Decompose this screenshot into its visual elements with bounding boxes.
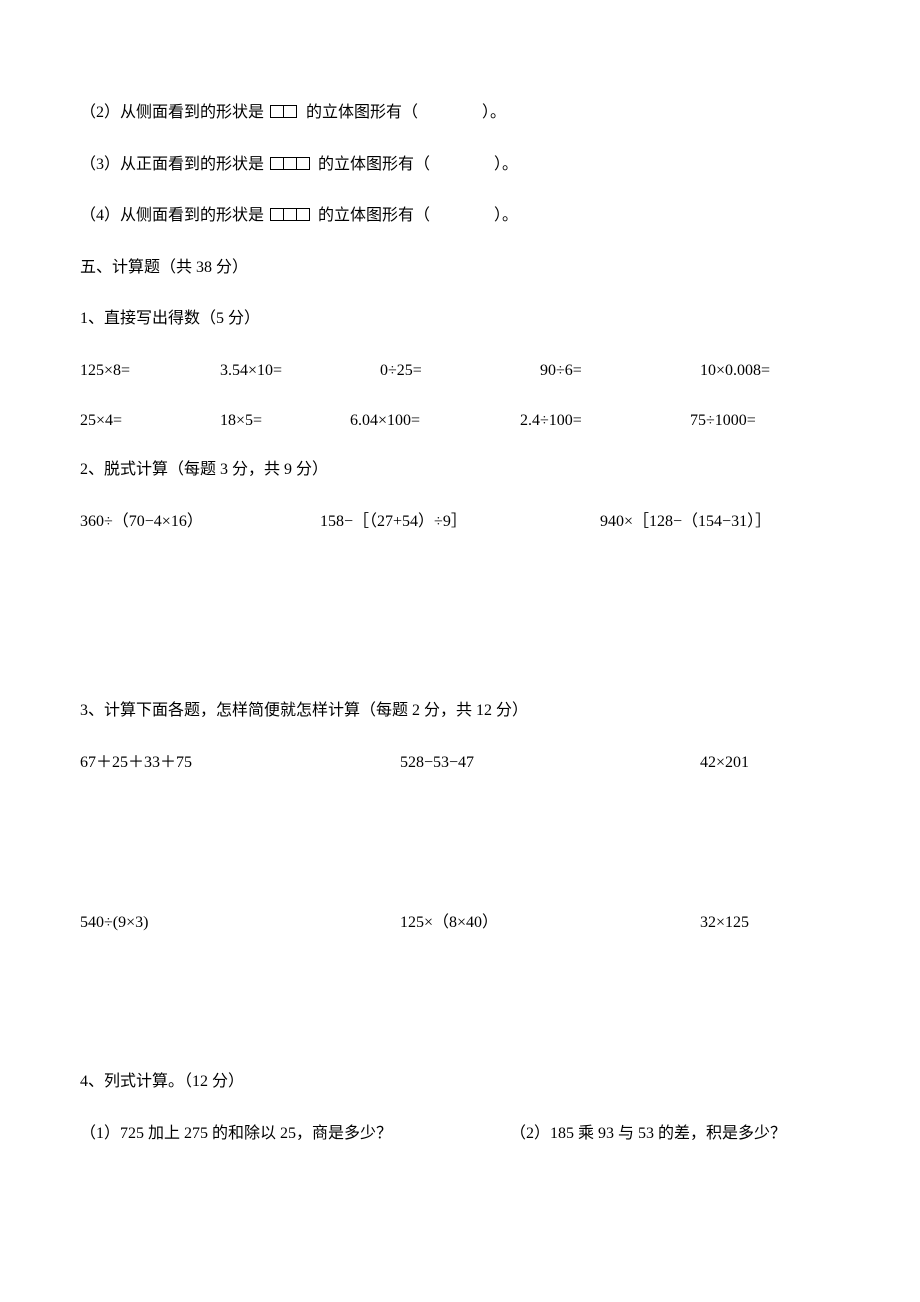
workspace-gap xyxy=(80,959,840,1069)
q3-prefix: （3）从正面看到的形状是 xyxy=(80,156,264,173)
three-squares-icon xyxy=(270,208,312,222)
calc-item: 940×［128−（154−31）］ xyxy=(600,509,840,535)
question-2: （2）从侧面看到的形状是 的立体图形有（ ）。 xyxy=(80,100,840,126)
two-squares-icon xyxy=(270,105,300,119)
q3-suffix: 的立体图形有（ ）。 xyxy=(318,156,518,173)
three-squares-icon xyxy=(270,157,312,171)
calc-item: 25×4= xyxy=(80,408,220,434)
workspace-gap xyxy=(80,1170,840,1230)
problem-3-row2: 540÷(9×3) 125×（8×40） 32×125 xyxy=(80,910,840,936)
calc-item: 18×5= xyxy=(220,408,350,434)
problem-3-row1: 67＋25＋33＋75 528−53−47 42×201 xyxy=(80,750,840,776)
problem-1-row1: 125×8= 3.54×10= 0÷25= 90÷6= 10×0.008= xyxy=(80,358,840,384)
problem-4-row: （1）725 加上 275 的和除以 25，商是多少？ （2）185 乘 93 … xyxy=(80,1121,840,1147)
q4-prefix: （4）从侧面看到的形状是 xyxy=(80,207,264,224)
problem-2-title: 2、脱式计算（每题 3 分，共 9 分） xyxy=(80,457,840,483)
calc-item: 75÷1000= xyxy=(690,408,840,434)
calc-item: 3.54×10= xyxy=(220,358,380,384)
problem-1-title: 1、直接写出得数（5 分） xyxy=(80,306,840,332)
calc-item: 528−53−47 xyxy=(400,750,700,776)
calc-item: 67＋25＋33＋75 xyxy=(80,750,400,776)
calc-item: 540÷(9×3) xyxy=(80,910,400,936)
calc-item: 0÷25= xyxy=(380,358,540,384)
section-5-title: 五、计算题（共 38 分） xyxy=(80,255,840,281)
calc-item: 32×125 xyxy=(700,910,840,936)
question-3: （3）从正面看到的形状是 的立体图形有（ ）。 xyxy=(80,152,840,178)
calc-item: 360÷（70−4×16） xyxy=(80,509,320,535)
calc-item: 2.4÷100= xyxy=(520,408,690,434)
exam-page: （2）从侧面看到的形状是 的立体图形有（ ）。 （3）从正面看到的形状是 的立体… xyxy=(0,0,920,1290)
word-problem: （2）185 乘 93 与 53 的差，积是多少？ xyxy=(510,1121,840,1147)
workspace-gap xyxy=(80,800,840,910)
calc-item: 42×201 xyxy=(700,750,840,776)
q2-prefix: （2）从侧面看到的形状是 xyxy=(80,104,264,121)
calc-item: 6.04×100= xyxy=(350,408,520,434)
q4-suffix: 的立体图形有（ ）。 xyxy=(318,207,518,224)
calc-item: 125×8= xyxy=(80,358,220,384)
word-problem: （1）725 加上 275 的和除以 25，商是多少？ xyxy=(80,1121,510,1147)
calc-item: 125×（8×40） xyxy=(400,910,700,936)
q2-suffix: 的立体图形有（ ）。 xyxy=(306,104,506,121)
workspace-gap xyxy=(80,558,840,698)
problem-1-row2: 25×4= 18×5= 6.04×100= 2.4÷100= 75÷1000= xyxy=(80,408,840,434)
problem-2-row: 360÷（70−4×16） 158−［（27+54）÷9］ 940×［128−（… xyxy=(80,509,840,535)
calc-item: 10×0.008= xyxy=(700,358,840,384)
problem-4-title: 4、列式计算。（12 分） xyxy=(80,1069,840,1095)
calc-item: 90÷6= xyxy=(540,358,700,384)
question-4: （4）从侧面看到的形状是 的立体图形有（ ）。 xyxy=(80,203,840,229)
problem-3-title: 3、计算下面各题，怎样简便就怎样计算（每题 2 分，共 12 分） xyxy=(80,698,840,724)
calc-item: 158−［（27+54）÷9］ xyxy=(320,509,600,535)
